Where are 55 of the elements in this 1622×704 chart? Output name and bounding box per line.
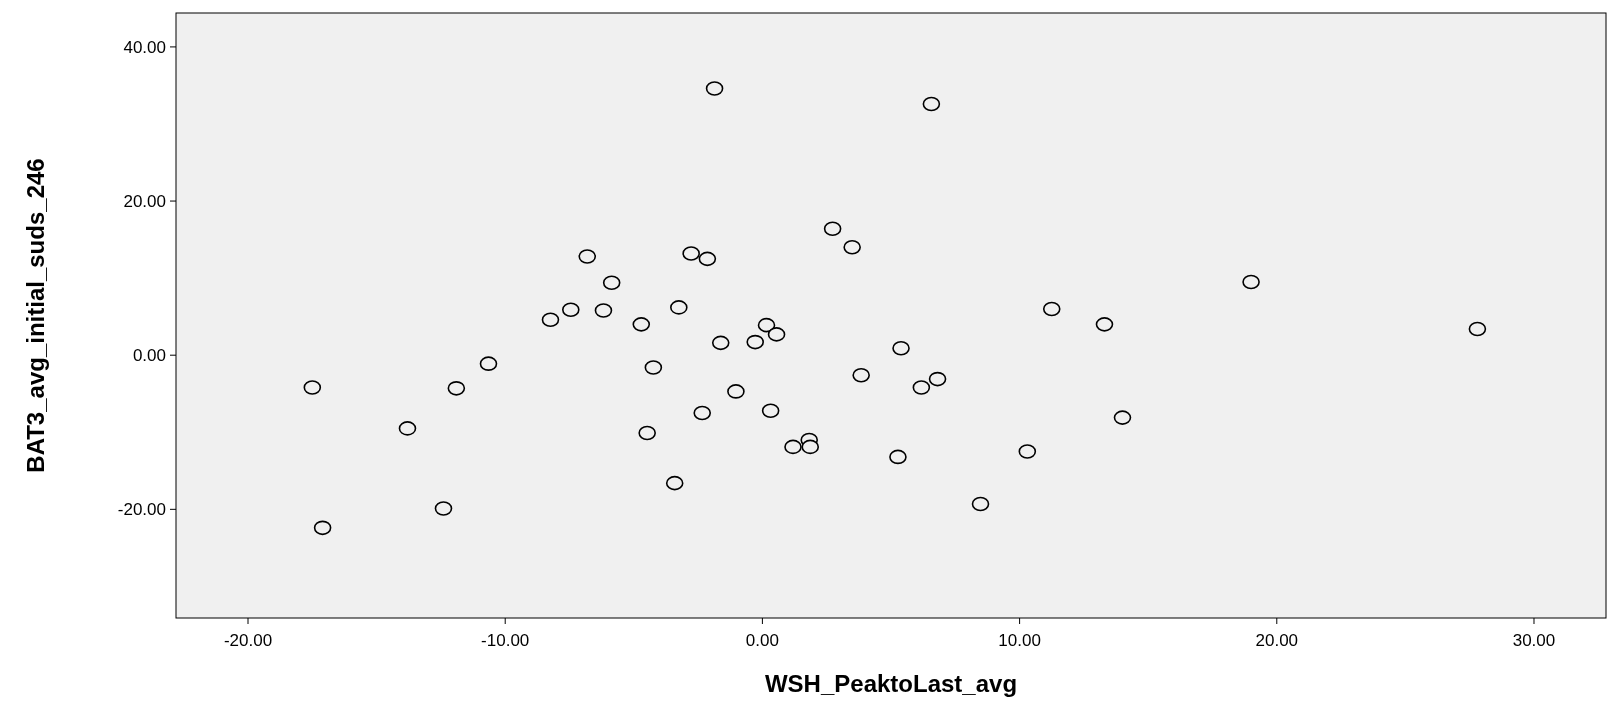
point [594, 303, 613, 318]
y-axis-title: BAT3_avg_initial_suds_246 [22, 158, 49, 473]
x-axis-title: WSH_PeaktoLast_avg [764, 670, 1018, 697]
point [922, 96, 941, 112]
point [434, 501, 453, 516]
point [693, 405, 712, 421]
point [644, 360, 663, 375]
point [541, 312, 560, 328]
point [561, 302, 580, 318]
point [823, 221, 842, 237]
x-tick-label: -10.00 [481, 631, 530, 650]
point [670, 300, 688, 315]
point [705, 81, 724, 96]
point [711, 335, 730, 351]
point [852, 367, 870, 383]
point [682, 246, 700, 261]
point [1113, 410, 1132, 425]
y-tick-label: -20.00 [117, 500, 166, 520]
point [665, 475, 684, 491]
y-tick-label: 40.00 [123, 37, 166, 57]
point [632, 317, 651, 332]
point [578, 249, 597, 264]
point [1242, 274, 1260, 290]
point [912, 380, 931, 395]
point [843, 239, 861, 255]
point [971, 496, 990, 512]
point [892, 340, 910, 356]
point [784, 439, 802, 455]
point [928, 371, 947, 387]
point [638, 425, 656, 441]
point [727, 384, 745, 399]
point [313, 520, 332, 536]
point [447, 381, 466, 396]
point [801, 439, 820, 455]
point [479, 356, 498, 371]
x-tick-label: 30.00 [1512, 631, 1556, 650]
point [761, 403, 780, 418]
point [889, 449, 907, 465]
point [1018, 444, 1037, 459]
point [767, 327, 786, 342]
point [746, 334, 764, 350]
y-tick-label: 20.00 [123, 192, 166, 211]
x-tick-label: 10.00 [998, 631, 1041, 650]
point [602, 275, 621, 291]
point [1095, 317, 1114, 332]
point [303, 380, 322, 395]
point [398, 421, 417, 436]
point [1468, 321, 1487, 337]
y-tick-label: 0.00 [132, 346, 166, 366]
x-tick-label: 0.00 [745, 631, 779, 650]
point [757, 317, 776, 333]
x-tick-label: -20.00 [223, 631, 273, 650]
point [698, 251, 717, 267]
point [1042, 301, 1061, 317]
x-tick-label: 20.00 [1255, 631, 1299, 650]
